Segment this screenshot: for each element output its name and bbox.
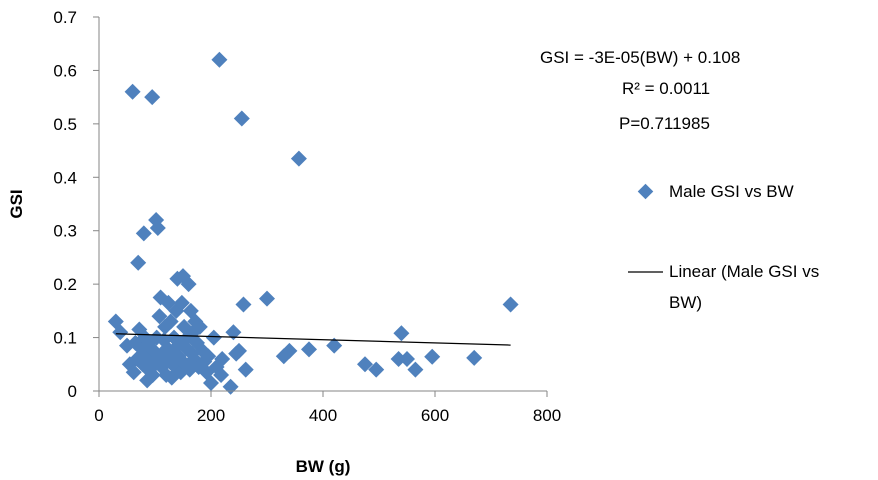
y-axis-ticks: 0 0.1 0.2 0.3 0.4 0.5 0.6 0.7 <box>53 8 99 401</box>
data-point <box>125 364 142 381</box>
x-tick-label: 600 <box>421 406 449 425</box>
data-point <box>326 337 343 354</box>
data-point <box>200 348 217 365</box>
y-tick-label: 0.6 <box>53 61 77 80</box>
y-axis-title: GSI <box>7 189 26 218</box>
data-point <box>149 220 166 237</box>
data-point <box>130 254 147 271</box>
data-point <box>368 361 385 378</box>
x-axis-ticks: 0 200 400 600 800 <box>94 391 561 425</box>
data-point <box>231 342 247 359</box>
data-point <box>237 361 254 378</box>
y-tick-label: 0 <box>68 382 77 401</box>
data-point <box>390 350 407 367</box>
r-squared-label: R² = 0.0011 <box>622 79 711 98</box>
data-point <box>407 361 424 378</box>
data-point <box>393 325 410 342</box>
x-tick-label: 0 <box>94 406 103 425</box>
data-point <box>162 313 179 330</box>
data-point <box>191 318 208 335</box>
legend-label-series: Male GSI vs BW <box>669 182 794 201</box>
data-point <box>301 341 317 358</box>
x-tick-label: 800 <box>533 406 561 425</box>
y-tick-label: 0.1 <box>53 329 77 348</box>
data-point <box>259 290 275 307</box>
data-point <box>211 51 228 68</box>
data-point <box>112 324 129 341</box>
y-tick-label: 0.2 <box>53 275 77 294</box>
trendline <box>115 333 511 346</box>
data-point <box>144 366 161 383</box>
data-point <box>225 324 242 341</box>
x-tick-label: 200 <box>197 406 225 425</box>
data-point <box>205 329 222 346</box>
data-point <box>290 150 307 167</box>
data-point <box>281 342 298 359</box>
data-point <box>173 294 190 311</box>
trendline-equation: GSI = -3E-05(BW) + 0.108 <box>540 48 741 67</box>
data-point <box>213 366 230 383</box>
x-tick-label: 400 <box>309 406 337 425</box>
y-tick-label: 0.5 <box>53 115 77 134</box>
data-point <box>135 225 152 242</box>
data-point <box>424 348 441 365</box>
data-point <box>399 350 415 367</box>
data-point <box>124 83 141 100</box>
data-point <box>233 110 250 127</box>
p-value-label: P=0.711985 <box>619 114 710 133</box>
data-point <box>357 356 373 373</box>
data-points <box>107 51 519 395</box>
y-tick-label: 0.4 <box>53 168 77 187</box>
y-tick-label: 0.3 <box>53 222 77 241</box>
data-point <box>214 350 231 367</box>
data-point <box>222 378 239 395</box>
x-axis-title: BW (g) <box>296 457 351 476</box>
legend-label-trendline-line1: Linear (Male GSI vs <box>669 262 820 281</box>
data-point <box>144 89 161 106</box>
legend-marker-diamond <box>637 183 654 200</box>
data-point <box>235 296 252 313</box>
y-tick-label: 0.7 <box>53 8 77 27</box>
data-point <box>203 374 219 391</box>
data-point <box>180 276 197 293</box>
data-point <box>151 308 168 325</box>
data-point <box>502 296 519 313</box>
legend-label-trendline-line2: BW) <box>669 293 703 312</box>
data-point <box>466 349 483 366</box>
